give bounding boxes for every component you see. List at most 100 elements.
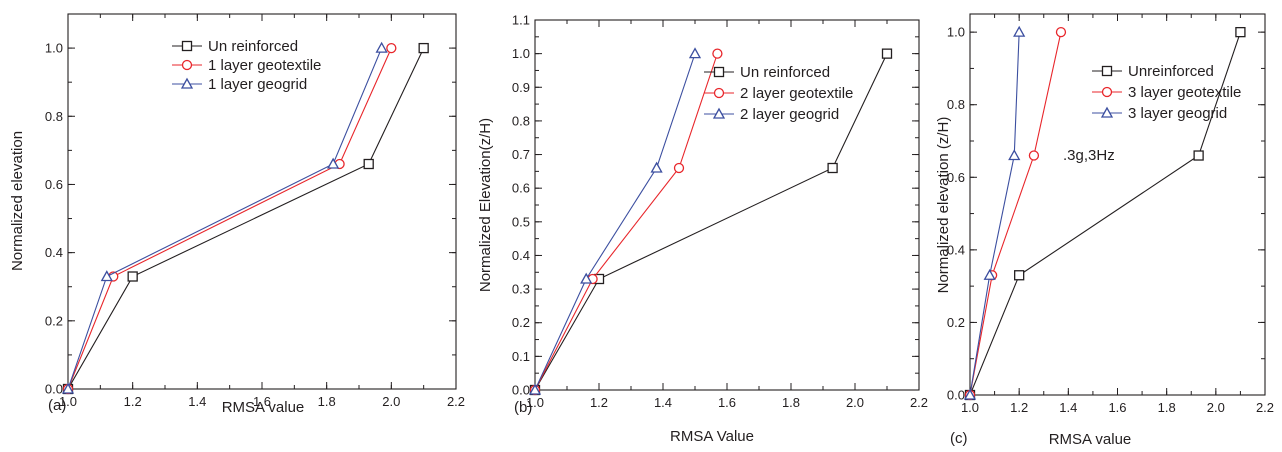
data-point-2-3 xyxy=(688,47,702,59)
data-point-1-3 xyxy=(712,48,723,59)
data-point-2-2 xyxy=(327,157,340,169)
legend-entry: 3 layer geogrid xyxy=(1128,105,1227,122)
x-tick-label: 1.0 xyxy=(961,400,979,415)
x-tick-label: 1.2 xyxy=(590,395,608,410)
series-line-1 xyxy=(534,53,718,391)
y-tick-label: 0.0 xyxy=(45,382,63,397)
x-tick-label: 1.4 xyxy=(654,395,672,410)
x-axis-label: RMSA value xyxy=(1049,431,1132,448)
y-tick-label: 1.0 xyxy=(947,25,965,40)
data-point-1-3 xyxy=(386,42,397,54)
series-line-2 xyxy=(67,47,383,390)
data-point-2-3 xyxy=(375,41,388,53)
y-tick-label: 0.7 xyxy=(512,147,530,162)
data-point-1-3 xyxy=(1055,26,1067,38)
data-point-2-1 xyxy=(580,272,593,284)
y-tick-label: 0.6 xyxy=(45,177,63,192)
y-tick-label: 0.4 xyxy=(947,242,965,257)
data-point-2-3 xyxy=(1013,25,1026,37)
legend-entry: 2 layer geogrid xyxy=(740,106,839,123)
x-axis-label: RMSA value xyxy=(222,399,305,416)
data-point-2-2 xyxy=(650,161,663,173)
legend-entry: 2 layer geotextile xyxy=(740,85,853,102)
series-line-2 xyxy=(534,53,696,391)
data-point-0-3 xyxy=(881,48,893,59)
legend-entry: 1 layer geotextile xyxy=(208,57,321,74)
y-tick-label: 0.2 xyxy=(947,315,965,330)
x-tick-label: 1.6 xyxy=(253,394,271,409)
x-tick-label: 2.2 xyxy=(910,395,928,410)
series-line-1 xyxy=(969,32,1062,396)
plot-frame xyxy=(534,19,920,391)
data-point-0-3 xyxy=(1235,26,1246,38)
legend-marker xyxy=(181,59,193,71)
x-tick-label: 1.2 xyxy=(1010,400,1028,415)
chart-panel-a: 1.0 1.2 1.4 1.6 1.8 2.0 2.2 0.0 0.2 0.4 0.6 0.8 1.0 R… xyxy=(9,13,465,416)
legend-marker xyxy=(712,107,726,119)
legend-marker xyxy=(1101,86,1113,98)
legend-entry: 3 layer geotextile xyxy=(1128,84,1241,101)
series-line-0 xyxy=(969,31,1241,396)
data-point-2-0 xyxy=(963,388,977,400)
data-point-0-1 xyxy=(127,271,138,282)
series-line-2 xyxy=(969,32,1020,396)
data-point-2-0 xyxy=(528,383,542,395)
legend-marker xyxy=(713,87,725,99)
legend-marker xyxy=(181,40,193,52)
data-point-0-3 xyxy=(418,42,429,54)
data-point-2-1 xyxy=(983,268,996,280)
y-tick-label: 0.2 xyxy=(512,315,530,330)
series-line-1 xyxy=(67,47,392,390)
legend-marker xyxy=(713,66,725,78)
x-tick-label: 2.0 xyxy=(846,395,864,410)
data-point-2-1 xyxy=(100,270,113,282)
x-tick-label: 1.8 xyxy=(318,394,336,409)
chart-panel-c: 1.0 1.2 1.4 1.6 1.8 2.0 2.2 0.0 0.2 0.4 0.6 0.8 1.0 R… xyxy=(935,13,1274,448)
x-tick-label: 1.4 xyxy=(1059,400,1077,415)
legend-entry: 1 layer geogrid xyxy=(208,76,307,93)
legend-entry: Un reinforced xyxy=(740,64,830,81)
x-tick-label: 2.2 xyxy=(447,394,465,409)
y-tick-label: 1.0 xyxy=(512,46,530,61)
y-tick-label: 0.8 xyxy=(45,109,63,124)
x-tick-label: 1.4 xyxy=(188,394,206,409)
y-tick-label: 0.2 xyxy=(45,313,63,328)
series-line-0 xyxy=(67,47,425,390)
x-tick-label: 1.8 xyxy=(1158,400,1176,415)
panel-label: (c) xyxy=(950,430,968,447)
chart-panel-b: 1.0 1.2 1.4 1.6 1.8 2.0 2.2 0.0 0.1 0.2 0.3 0.4 0.5 0… xyxy=(477,13,928,446)
y-axis-label: Normalized Elevation(z/H) xyxy=(477,118,494,292)
panel-label: (a) xyxy=(48,397,66,414)
annotation-text: .3g,3Hz xyxy=(1063,147,1115,164)
x-tick-label: 1.8 xyxy=(782,395,800,410)
legend-marker xyxy=(180,77,194,89)
y-tick-label: 0.8 xyxy=(512,113,530,128)
panel-label: (b) xyxy=(514,399,532,416)
y-tick-label: 0.6 xyxy=(512,181,530,196)
x-tick-label: 2.2 xyxy=(1256,400,1274,415)
data-point-0-2 xyxy=(363,158,374,170)
y-tick-label: 0.3 xyxy=(512,282,530,297)
series-line-0 xyxy=(534,53,888,391)
data-point-2-0 xyxy=(61,382,75,394)
y-axis-label: Normalized elevation (z/H) xyxy=(935,117,952,294)
y-tick-label: 1.0 xyxy=(45,41,63,56)
legend-entry: Unreinforced xyxy=(1128,63,1214,80)
y-tick-label: 1.1 xyxy=(512,13,530,28)
y-tick-label: 0.9 xyxy=(512,80,530,95)
data-point-2-2 xyxy=(1008,149,1021,161)
x-tick-label: 1.6 xyxy=(718,395,736,410)
y-tick-label: 0.6 xyxy=(947,170,965,185)
legend-entry: Un reinforced xyxy=(208,38,298,55)
data-point-1-2 xyxy=(1028,150,1040,161)
y-tick-label: 0.0 xyxy=(512,383,530,398)
y-tick-label: 0.4 xyxy=(45,245,63,260)
x-tick-label: 2.0 xyxy=(382,394,400,409)
y-tick-label: 0.1 xyxy=(512,349,530,364)
x-tick-label: 1.0 xyxy=(59,394,77,409)
x-tick-label: 1.2 xyxy=(124,394,142,409)
x-tick-label: 1.0 xyxy=(526,395,544,410)
data-point-0-1 xyxy=(1014,270,1025,281)
y-tick-label: 0.0 xyxy=(947,388,965,403)
